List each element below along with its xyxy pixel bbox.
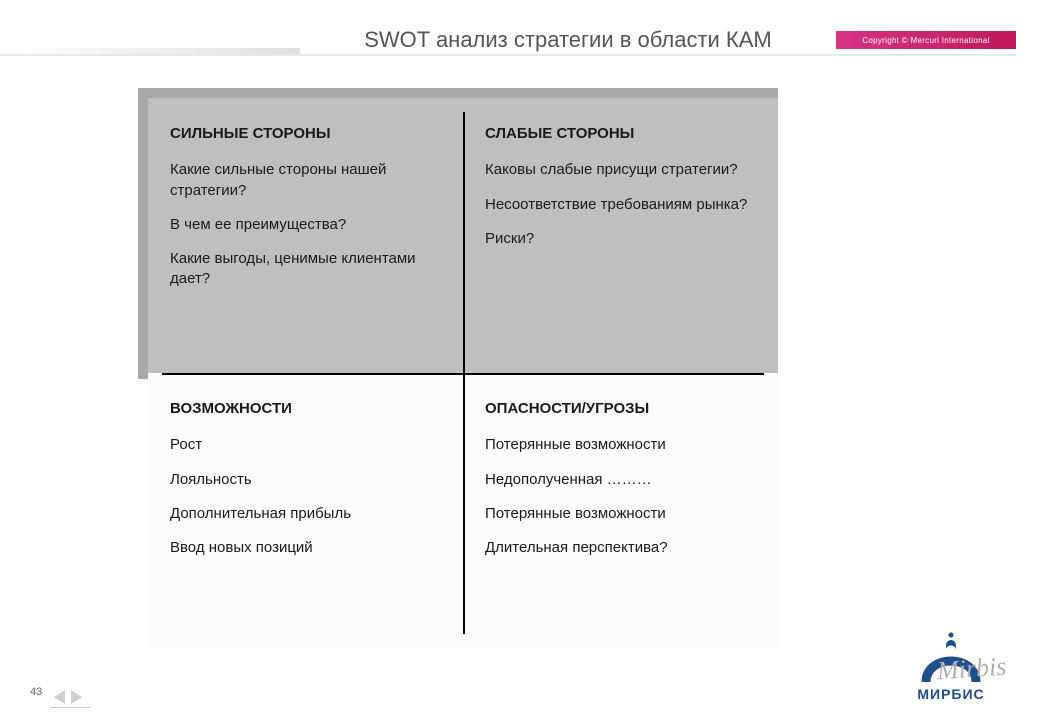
quadrant-line: Дополнительная прибыль bbox=[170, 504, 441, 524]
quadrant-line: Длительная перспектива? bbox=[485, 538, 756, 558]
quadrant-title: СИЛЬНЫЕ СТОРОНЫ bbox=[170, 124, 441, 144]
quadrant-strengths: СИЛЬНЫЕ СТОРОНЫ Какие сильные стороны на… bbox=[148, 98, 463, 373]
quadrant-line: Несоответствие требованиям рынка? bbox=[485, 195, 756, 215]
nav-underline bbox=[50, 707, 90, 708]
quadrant-title: СЛАБЫЕ СТОРОНЫ bbox=[485, 124, 756, 144]
quadrant-line: Рост bbox=[170, 435, 441, 455]
quadrant-line: Ввод новых позиций bbox=[170, 538, 441, 558]
quadrant-opportunities: ВОЗМОЖНОСТИ Рост Лояльность Дополнительн… bbox=[148, 373, 463, 648]
next-arrow-icon[interactable] bbox=[71, 690, 82, 704]
header-underline bbox=[0, 54, 1016, 56]
prev-arrow-icon[interactable] bbox=[54, 690, 65, 704]
swot-box: СИЛЬНЫЕ СТОРОНЫ Какие сильные стороны на… bbox=[148, 98, 778, 648]
quadrant-title: ВОЗМОЖНОСТИ bbox=[170, 399, 441, 419]
quadrant-line: Какие выгоды, ценимые клиентами дает? bbox=[170, 249, 441, 290]
quadrant-line: Лояльность bbox=[170, 470, 441, 490]
divider-horizontal bbox=[162, 373, 764, 375]
logo-text: МИРБИС bbox=[896, 686, 1006, 702]
quadrant-weaknesses: СЛАБЫЕ СТОРОНЫ Каковы слабые присущи стр… bbox=[463, 98, 778, 373]
quadrant-line: Потерянные возможности bbox=[485, 504, 756, 524]
logo: Mirbis МИРБИС bbox=[896, 632, 1006, 702]
quadrant-line: Каковы слабые присущи стратегии? bbox=[485, 160, 756, 180]
quadrant-line: В чем ее преимущества? bbox=[170, 215, 441, 235]
swot-matrix: СИЛЬНЫЕ СТОРОНЫ Какие сильные стороны на… bbox=[138, 88, 778, 648]
quadrant-line: Риски? bbox=[485, 229, 756, 249]
nav-arrows bbox=[54, 690, 82, 704]
header-bar: SWOT анализ стратегии в области КАМ Copy… bbox=[0, 24, 1016, 56]
page-number: 43 bbox=[30, 686, 42, 698]
quadrant-threats: ОПАСНОСТИ/УГРОЗЫ Потерянные возможности … bbox=[463, 373, 778, 648]
quadrant-title: ОПАСНОСТИ/УГРОЗЫ bbox=[485, 399, 756, 419]
quadrant-line: Потерянные возможности bbox=[485, 435, 756, 455]
page-title: SWOT анализ стратегии в области КАМ bbox=[300, 27, 836, 53]
quadrant-line: Недополученная ……… bbox=[485, 470, 756, 490]
logo-script: Mirbis bbox=[936, 652, 1007, 687]
quadrant-line: Какие сильные стороны нашей стратегии? bbox=[170, 160, 441, 201]
copyright-badge: Copyright © Mercuri International bbox=[836, 31, 1016, 49]
